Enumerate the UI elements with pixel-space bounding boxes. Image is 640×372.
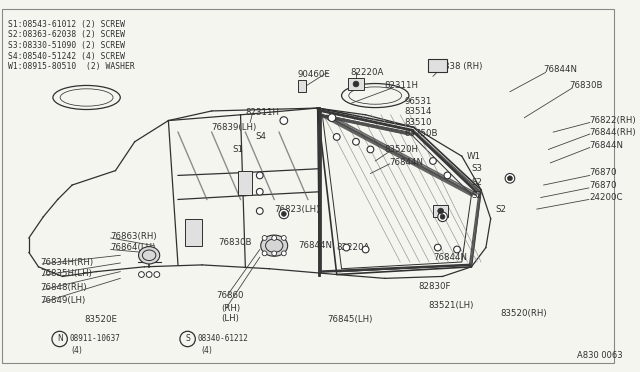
Text: 76838 (RH): 76838 (RH) [433, 62, 483, 71]
Text: 76848(RH): 76848(RH) [40, 283, 87, 292]
Text: 83520E: 83520E [84, 315, 118, 324]
Text: 83514: 83514 [404, 108, 431, 116]
Text: 76830B: 76830B [570, 81, 603, 90]
Circle shape [282, 235, 286, 240]
Circle shape [438, 212, 447, 222]
Text: 24200C: 24200C [590, 193, 623, 202]
Text: 76844N: 76844N [543, 65, 578, 74]
Text: 76870: 76870 [589, 168, 616, 177]
Text: 76870: 76870 [590, 180, 618, 190]
Text: 76844N: 76844N [298, 241, 332, 250]
Text: 76864(LH): 76864(LH) [111, 243, 156, 252]
Circle shape [280, 117, 287, 124]
Text: 82830F: 82830F [419, 282, 451, 291]
Bar [348, 78, 364, 90]
Text: N: N [57, 334, 63, 343]
Bar [428, 59, 447, 73]
Text: S4:08540-51242 (4) SCREW: S4:08540-51242 (4) SCREW [8, 52, 125, 61]
Text: W1:08915-80510  (2) WASHER: W1:08915-80510 (2) WASHER [8, 62, 134, 71]
Text: 76823(LH): 76823(LH) [274, 205, 319, 214]
Circle shape [343, 244, 349, 251]
Text: (RH): (RH) [221, 304, 241, 313]
Circle shape [353, 138, 359, 145]
Text: 82220A: 82220A [337, 243, 370, 252]
Bar [237, 171, 252, 195]
Circle shape [257, 188, 263, 195]
Text: S1:08543-61012 (2) SCREW: S1:08543-61012 (2) SCREW [8, 20, 125, 29]
Circle shape [435, 244, 441, 251]
Circle shape [429, 158, 436, 164]
Text: 76860: 76860 [216, 291, 244, 300]
Circle shape [353, 81, 359, 87]
Circle shape [138, 272, 144, 278]
Bar [433, 205, 449, 217]
Text: 82311H: 82311H [385, 81, 419, 90]
Text: 82220A: 82220A [350, 68, 383, 77]
Circle shape [508, 176, 513, 181]
Circle shape [257, 208, 263, 214]
Text: S2: S2 [472, 178, 483, 187]
Text: 83520(RH): 83520(RH) [500, 308, 547, 317]
Text: 76822(RH): 76822(RH) [590, 116, 636, 125]
Text: S2:08363-62038 (2) SCREW: S2:08363-62038 (2) SCREW [8, 31, 125, 39]
Circle shape [279, 209, 289, 219]
Text: S3: S3 [472, 164, 483, 173]
Text: 76845(LH): 76845(LH) [327, 315, 372, 324]
Text: W1: W1 [467, 152, 481, 161]
Text: 76835H(LH): 76835H(LH) [40, 269, 92, 278]
Text: 76844N: 76844N [390, 158, 424, 167]
Circle shape [505, 173, 515, 183]
Text: 76844(RH): 76844(RH) [590, 128, 636, 137]
Circle shape [272, 235, 276, 240]
Text: 08911-10637: 08911-10637 [69, 334, 120, 343]
Text: S4: S4 [255, 132, 266, 141]
Text: S3:08330-51090 (2) SCREW: S3:08330-51090 (2) SCREW [8, 41, 125, 50]
Circle shape [272, 251, 276, 256]
Bar [185, 219, 202, 246]
Text: 96531: 96531 [404, 97, 431, 106]
Text: (4): (4) [72, 346, 83, 355]
Ellipse shape [138, 247, 160, 264]
Circle shape [282, 251, 286, 256]
Text: S1: S1 [233, 145, 244, 154]
Circle shape [147, 272, 152, 278]
Text: 76839(LH): 76839(LH) [212, 123, 257, 132]
Text: 83520H: 83520H [385, 145, 419, 154]
Circle shape [154, 272, 160, 278]
Text: 76863(RH): 76863(RH) [111, 231, 157, 241]
Circle shape [438, 208, 444, 214]
Circle shape [444, 172, 451, 179]
Text: S2: S2 [472, 191, 483, 200]
Text: 82311H: 82311H [245, 108, 279, 118]
Text: 90460E: 90460E [298, 70, 330, 79]
Text: 08340-61212: 08340-61212 [197, 334, 248, 343]
Circle shape [257, 172, 263, 179]
Circle shape [262, 235, 267, 240]
Text: S: S [185, 334, 190, 343]
Text: 76830B: 76830B [218, 238, 252, 247]
Text: 76834H(RH): 76834H(RH) [40, 257, 93, 266]
Text: (4): (4) [202, 346, 212, 355]
Text: 83510: 83510 [404, 118, 431, 127]
Text: 76844N: 76844N [433, 253, 467, 262]
Circle shape [440, 214, 445, 219]
Circle shape [333, 134, 340, 140]
Bar [298, 80, 306, 92]
Text: 76844N: 76844N [590, 141, 624, 150]
Text: 76849(LH): 76849(LH) [40, 296, 86, 305]
Circle shape [262, 251, 267, 256]
Circle shape [454, 246, 460, 253]
Text: S2: S2 [495, 205, 506, 214]
Circle shape [282, 212, 286, 216]
Circle shape [328, 114, 336, 122]
Text: (LH): (LH) [221, 314, 239, 323]
Text: A830 0063: A830 0063 [577, 351, 623, 360]
Circle shape [367, 146, 374, 153]
Ellipse shape [260, 235, 287, 256]
Text: 83521(LH): 83521(LH) [428, 301, 474, 310]
Text: 83750B: 83750B [404, 129, 438, 138]
Circle shape [362, 246, 369, 253]
